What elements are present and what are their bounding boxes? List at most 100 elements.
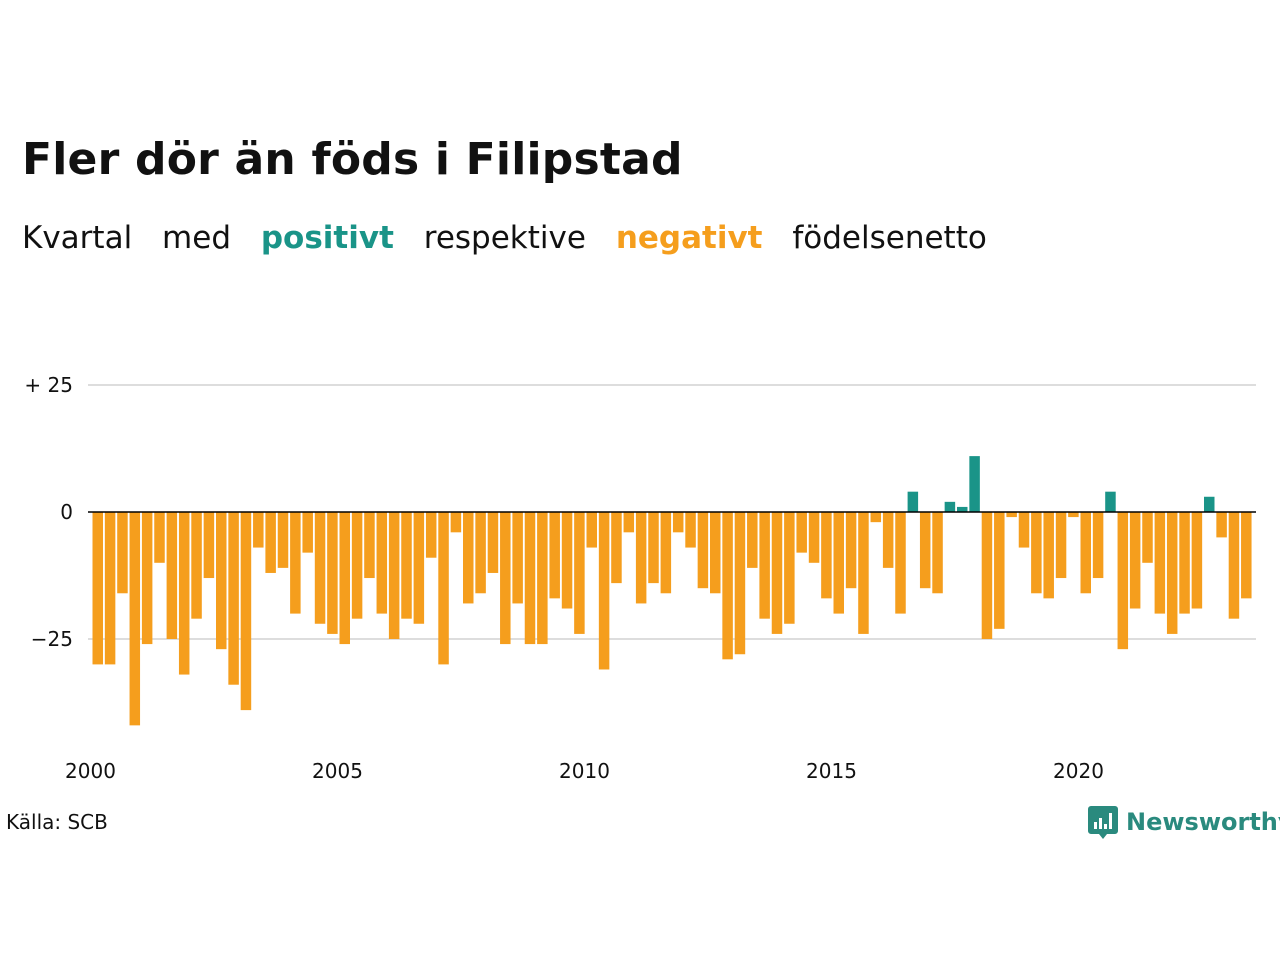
bar-22 (364, 512, 375, 579)
bar-23 (376, 512, 388, 614)
bar-83 (1117, 512, 1129, 650)
bar-25 (401, 512, 412, 619)
newsworthy-logo-icon (1088, 806, 1118, 839)
x-tick-label-1: 2005 (312, 759, 363, 783)
x-tick-label-4: 2020 (1053, 759, 1104, 783)
bar-11 (228, 512, 239, 685)
bar-55 (771, 512, 783, 634)
bar-48 (685, 512, 696, 548)
bar-54 (759, 512, 770, 619)
bar-12 (240, 512, 252, 711)
bar-19 (327, 512, 338, 634)
bar-76 (1031, 512, 1042, 594)
chart-subtitle: Kvartal med positivt respektive negativt… (22, 216, 1007, 260)
bar-69 (944, 501, 956, 512)
bar-46 (660, 512, 672, 594)
bar-80 (1080, 512, 1091, 594)
subtitle-text-respektive: respektive (423, 220, 586, 256)
bar-14 (265, 512, 276, 573)
bar-62 (858, 512, 869, 634)
bar-28 (438, 512, 449, 665)
y-tick-label-0: + 25 (24, 373, 73, 397)
bar-33 (500, 512, 511, 645)
bar-30 (463, 512, 474, 604)
subtitle-text-med: med (162, 220, 231, 256)
bar-24 (388, 512, 400, 639)
bar-3 (129, 512, 141, 726)
bar-63 (870, 512, 882, 523)
bar-7 (178, 512, 190, 675)
bar-67 (919, 512, 931, 589)
bar-61 (845, 512, 857, 589)
subtitle-negative-word: negativt (615, 220, 763, 256)
bar-20 (339, 512, 350, 645)
bar-47 (672, 512, 684, 533)
bar-2 (117, 512, 128, 594)
y-tick-label-2: −25 (31, 627, 73, 651)
bar-44 (635, 512, 647, 604)
bar-74 (1006, 512, 1017, 518)
brand-logo: Newsworthy (1088, 804, 1280, 840)
bar-8 (191, 512, 202, 619)
bar-52 (734, 512, 746, 655)
bar-85 (1142, 512, 1153, 563)
bar-92 (1228, 512, 1240, 619)
bar-36 (537, 512, 548, 645)
bar-72 (981, 512, 993, 639)
bar-4 (141, 512, 153, 645)
bar-75 (1018, 512, 1030, 548)
source-note: Källa: SCB (6, 810, 108, 834)
bar-68 (932, 512, 943, 594)
bar-89 (1191, 512, 1203, 609)
x-tick-label-0: 2000 (65, 759, 116, 783)
subtitle-text-fodelsenetto: födelsenetto (792, 220, 987, 256)
subtitle-text-kvartal: Kvartal (22, 220, 133, 256)
bar-45 (648, 512, 659, 584)
bar-50 (710, 512, 721, 594)
bar-82 (1105, 491, 1116, 512)
bar-29 (450, 512, 462, 533)
bar-73 (994, 512, 1005, 629)
bar-10 (216, 512, 227, 650)
bar-13 (253, 512, 264, 548)
bar-81 (1092, 512, 1104, 579)
bar-1 (104, 512, 116, 665)
bar-78 (1055, 512, 1067, 579)
y-tick-label-1: 0 (60, 500, 73, 524)
bar-35 (524, 512, 536, 645)
bar-17 (302, 512, 313, 553)
bar-53 (747, 512, 758, 568)
bar-71 (969, 456, 980, 512)
bar-42 (611, 512, 622, 584)
bar-15 (277, 512, 289, 568)
bar-87 (1166, 512, 1178, 634)
bar-91 (1216, 512, 1227, 538)
bar-66 (907, 491, 919, 512)
bar-32 (487, 512, 499, 573)
bar-57 (796, 512, 807, 553)
bar-79 (1068, 512, 1079, 518)
bar-40 (586, 512, 597, 548)
bar-21 (351, 512, 363, 619)
bar-58 (808, 512, 820, 563)
bar-26 (413, 512, 425, 624)
brand-name: Newsworthy (1126, 808, 1280, 836)
bar-41 (598, 512, 610, 670)
bar-43 (623, 512, 635, 533)
bar-31 (475, 512, 486, 594)
bar-90 (1204, 496, 1215, 512)
bar-37 (549, 512, 560, 599)
bar-0 (92, 512, 103, 665)
bar-38 (561, 512, 573, 609)
bar-86 (1154, 512, 1166, 614)
bar-16 (290, 512, 301, 614)
bar-59 (821, 512, 832, 599)
bar-chart: + 25 0 −25 2000 2005 2010 2015 2020 (24, 373, 1256, 783)
bar-49 (697, 512, 709, 589)
bar-65 (895, 512, 906, 614)
bar-27 (425, 512, 437, 558)
bar-18 (314, 512, 326, 624)
bar-70 (957, 506, 968, 512)
bar-60 (833, 512, 844, 614)
bar-93 (1241, 512, 1252, 599)
